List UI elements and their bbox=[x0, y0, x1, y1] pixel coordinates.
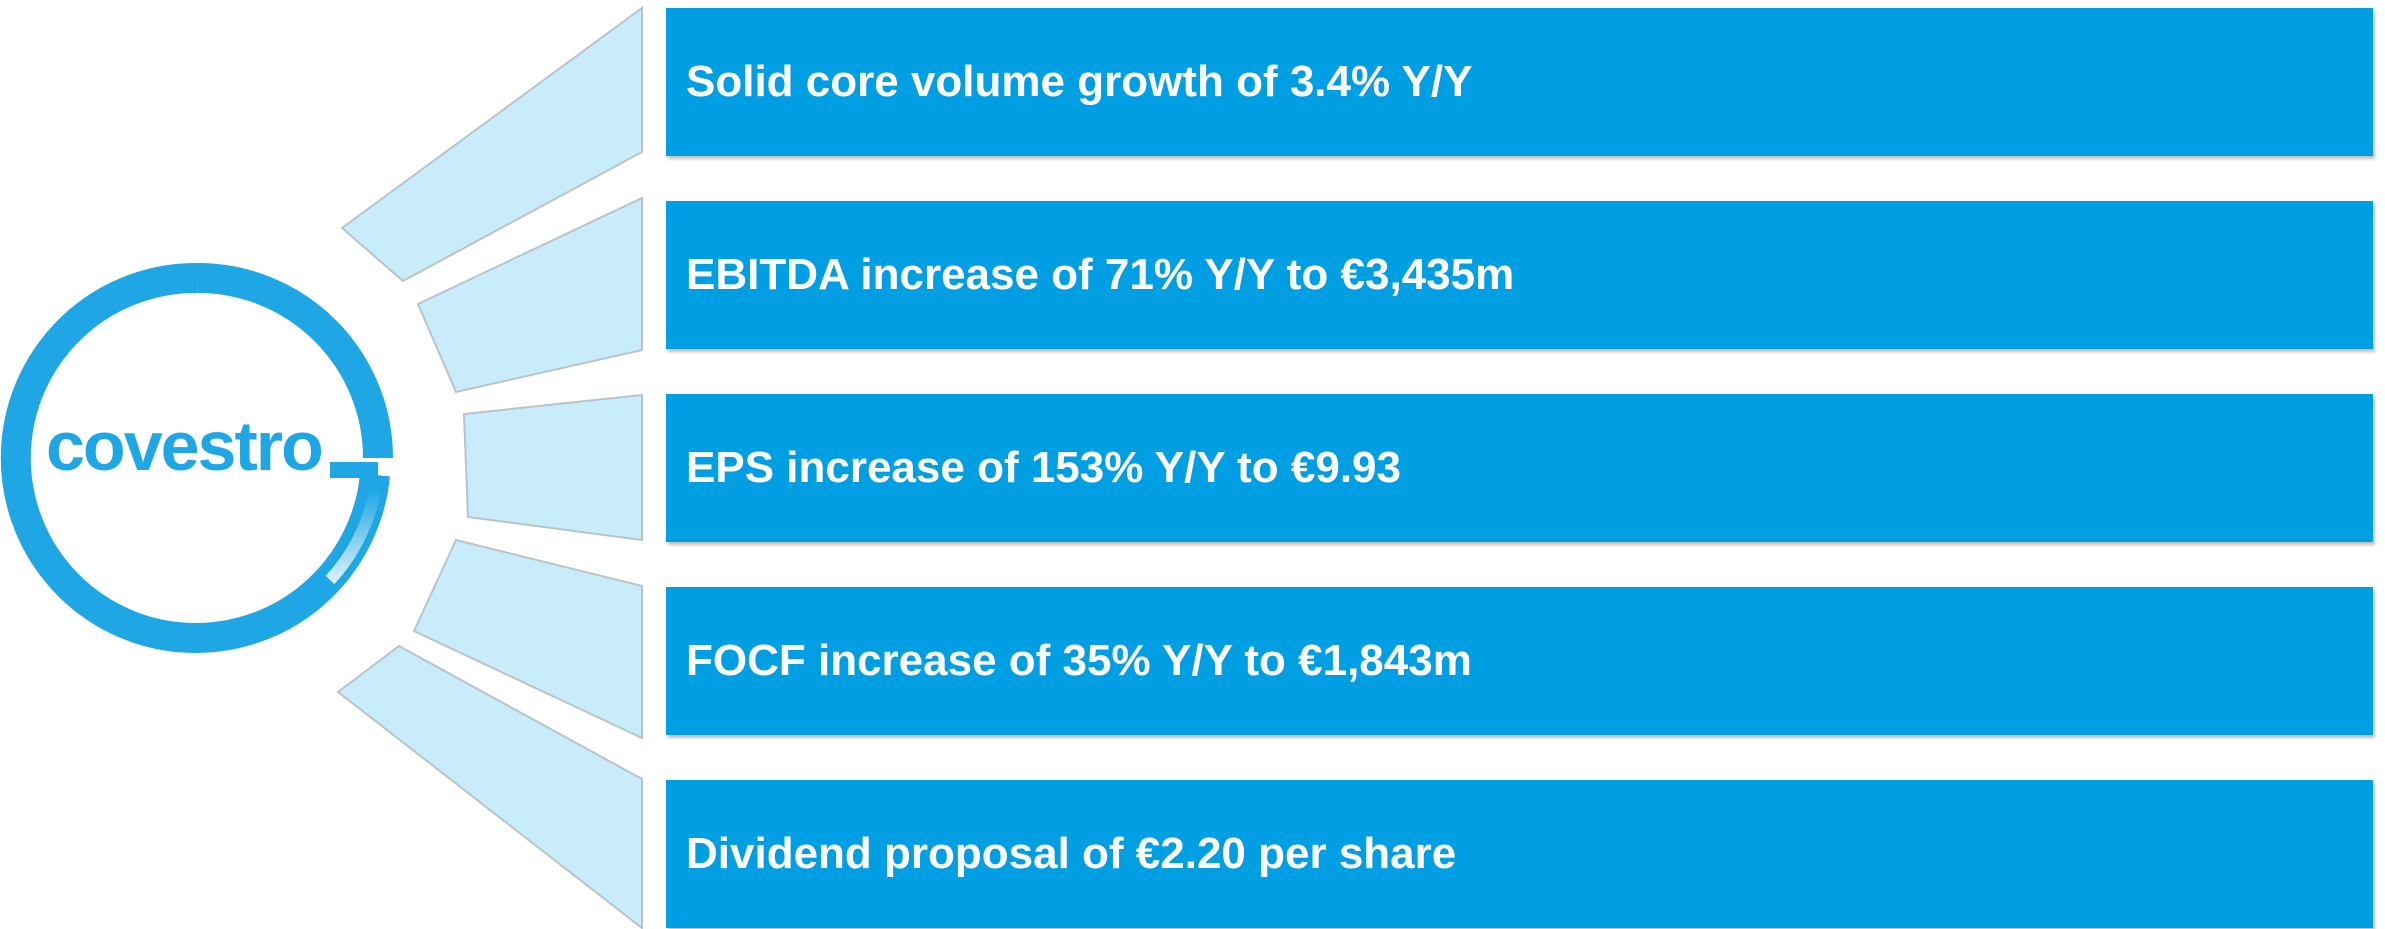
item-box: EBITDA increase of 71% Y/Y to €3,435m bbox=[666, 201, 2373, 349]
wedge bbox=[340, 6, 643, 283]
wedges bbox=[336, 6, 643, 929]
item-text: FOCF increase of 35% Y/Y to €1,843m bbox=[686, 636, 1472, 685]
logo-bar bbox=[330, 462, 378, 478]
item-box: Dividend proposal of €2.20 per share bbox=[666, 780, 2373, 928]
logo-ring bbox=[0, 262, 390, 653]
item-box: FOCF increase of 35% Y/Y to €1,843m bbox=[666, 587, 2373, 735]
wedge bbox=[416, 196, 643, 394]
item-text: EPS increase of 153% Y/Y to €9.93 bbox=[686, 443, 1401, 492]
item-text: EBITDA increase of 71% Y/Y to €3,435m bbox=[686, 250, 1515, 299]
item-text: Solid core volume growth of 3.4% Y/Y bbox=[686, 57, 1473, 106]
logo-ring-top bbox=[197, 263, 393, 459]
wedge bbox=[412, 538, 643, 740]
item-box: EPS increase of 153% Y/Y to €9.93 bbox=[666, 394, 2373, 542]
item-box: Solid core volume growth of 3.4% Y/Y bbox=[666, 8, 2373, 156]
wedge bbox=[462, 393, 643, 542]
logo-text: covestro bbox=[46, 407, 322, 485]
logo-ring-fade bbox=[325, 488, 381, 585]
wedge bbox=[336, 644, 643, 929]
item-text: Dividend proposal of €2.20 per share bbox=[686, 829, 1457, 878]
